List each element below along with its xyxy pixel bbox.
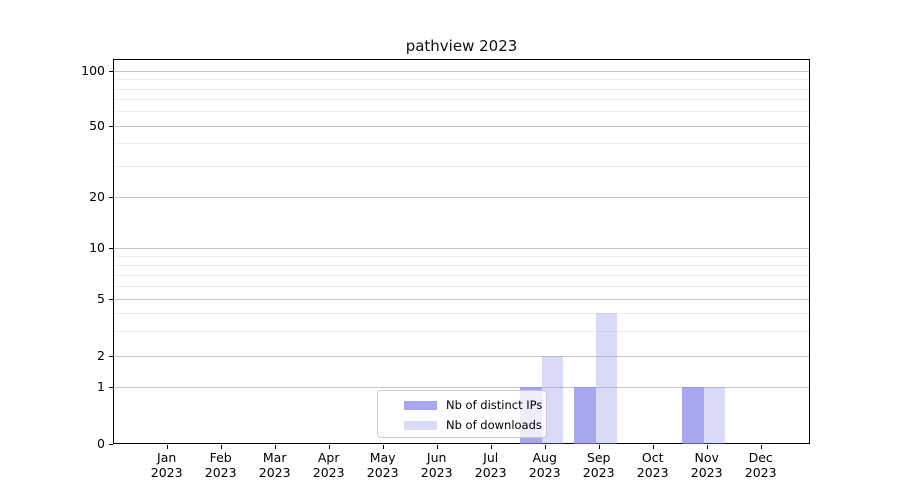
x-tick-label: Apr 2023 <box>312 450 345 480</box>
legend-item-label: Nb of distinct IPs <box>446 398 543 412</box>
y-tick-mark <box>109 386 113 388</box>
major-gridline <box>114 248 809 250</box>
minor-gridline <box>114 330 809 332</box>
legend-item-label: Nb of downloads <box>446 418 542 432</box>
y-tick-mark <box>109 248 113 250</box>
chart-title: pathview 2023 <box>405 37 518 55</box>
y-tick-label: 20 <box>89 189 105 205</box>
x-tick-mark <box>328 445 330 449</box>
major-gridline <box>114 197 809 199</box>
x-tick-mark <box>544 445 546 449</box>
minor-gridline <box>114 274 809 276</box>
x-tick-label: Jul 2023 <box>474 450 507 480</box>
x-tick-label: Jun 2023 <box>420 450 453 480</box>
x-tick-mark <box>490 445 492 449</box>
y-tick-mark <box>109 444 113 445</box>
legend-item: Nb of downloads <box>378 415 546 435</box>
y-tick-label: 10 <box>89 240 105 256</box>
y-tick-label: 50 <box>89 118 105 133</box>
distinct-ips-swatch-icon <box>404 400 437 410</box>
x-tick-label: Sep 2023 <box>582 450 615 480</box>
major-gridline <box>114 356 809 357</box>
bar-nov-downloads <box>703 386 726 444</box>
minor-gridline <box>114 88 809 90</box>
x-tick-mark <box>382 445 384 449</box>
x-tick-mark <box>436 445 438 449</box>
y-tick-label: 0 <box>97 436 105 451</box>
y-tick-mark <box>109 299 113 301</box>
x-tick-label: Feb 2023 <box>204 450 237 480</box>
x-tick-label: May 2023 <box>366 450 399 480</box>
minor-gridline <box>114 165 809 167</box>
y-tick-mark <box>109 197 113 199</box>
major-gridline <box>114 126 809 127</box>
y-tick-label: 1 <box>97 378 105 394</box>
y-tick-mark <box>109 126 113 127</box>
x-tick-mark <box>166 445 168 449</box>
y-tick-mark <box>109 70 113 72</box>
major-gridline <box>114 70 809 72</box>
major-gridline <box>114 386 809 388</box>
minor-gridline <box>114 264 809 266</box>
x-tick-mark <box>760 445 762 449</box>
bar-sep-distinct-ips <box>574 386 596 444</box>
y-tick-mark <box>109 356 113 357</box>
x-tick-mark <box>220 445 222 449</box>
y-tick-label: 100 <box>81 62 105 78</box>
x-tick-label: Mar 2023 <box>258 450 291 480</box>
x-tick-mark <box>706 445 708 449</box>
legend-item: Nb of distinct IPs <box>378 395 546 415</box>
plot-area: Nb of distinct IPs Nb of downloads <box>113 59 810 444</box>
x-tick-label: Dec 2023 <box>744 450 777 480</box>
y-tick-label: 2 <box>97 348 105 363</box>
downloads-swatch-icon <box>404 420 437 430</box>
x-tick-label: Nov 2023 <box>690 450 723 480</box>
x-tick-label: Oct 2023 <box>636 450 669 480</box>
minor-gridline <box>114 143 809 145</box>
minor-gridline <box>114 111 809 113</box>
legend: Nb of distinct IPs Nb of downloads <box>377 390 547 438</box>
y-tick-label: 5 <box>97 291 105 307</box>
x-tick-mark <box>598 445 600 449</box>
minor-gridline <box>114 99 809 101</box>
major-gridline <box>114 299 809 301</box>
x-tick-label: Aug 2023 <box>528 450 561 480</box>
bar-aug-downloads <box>541 356 564 444</box>
minor-gridline <box>114 79 809 81</box>
x-tick-label: Jan 2023 <box>150 450 183 480</box>
minor-gridline <box>114 256 809 258</box>
minor-gridline <box>114 313 809 315</box>
x-tick-mark <box>274 445 276 449</box>
x-tick-mark <box>652 445 654 449</box>
bar-sep-downloads <box>595 313 618 444</box>
bar-nov-distinct-ips <box>682 386 704 444</box>
minor-gridline <box>114 285 809 287</box>
